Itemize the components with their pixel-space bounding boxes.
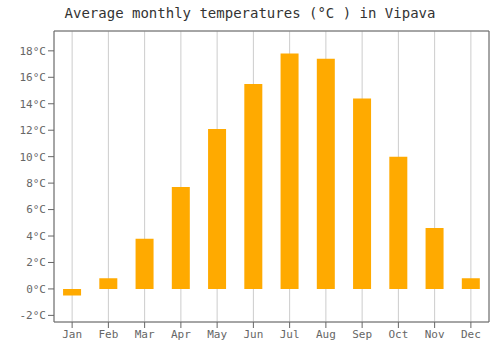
svg-text:Jan: Jan [62,328,82,341]
svg-text:0°C: 0°C [26,283,46,296]
html-text:Average monthly temperatures (: Average monthly temperatures (°C ) in Vi… [64,5,436,21]
svg-text:Mar: Mar [135,328,155,341]
svg-text:-2°C: -2°C [20,309,47,322]
svg-text:Oct: Oct [388,328,408,341]
svg-text:2°C: 2°C [26,256,46,269]
svg-text:12°C: 12°C [20,124,47,137]
svg-text:May: May [207,328,227,341]
svg-text:Aug: Aug [316,328,336,341]
svg-text:4°C: 4°C [26,230,46,243]
svg-text:10°C: 10°C [20,151,47,164]
svg-text:Apr: Apr [171,328,191,341]
svg-text:Sep: Sep [352,328,372,341]
svg-text:14°C: 14°C [20,98,47,111]
svg-text:8°C: 8°C [26,177,46,190]
svg-text:Nov: Nov [425,328,445,341]
svg-text:Jul: Jul [280,328,300,341]
svg-text:16°C: 16°C [20,71,47,84]
svg-text:6°C: 6°C [26,203,46,216]
svg-text:Feb: Feb [98,328,118,341]
svg-text:18°C: 18°C [20,45,47,58]
svg-text:Jun: Jun [243,328,263,341]
svg-text:Dec: Dec [461,328,481,341]
